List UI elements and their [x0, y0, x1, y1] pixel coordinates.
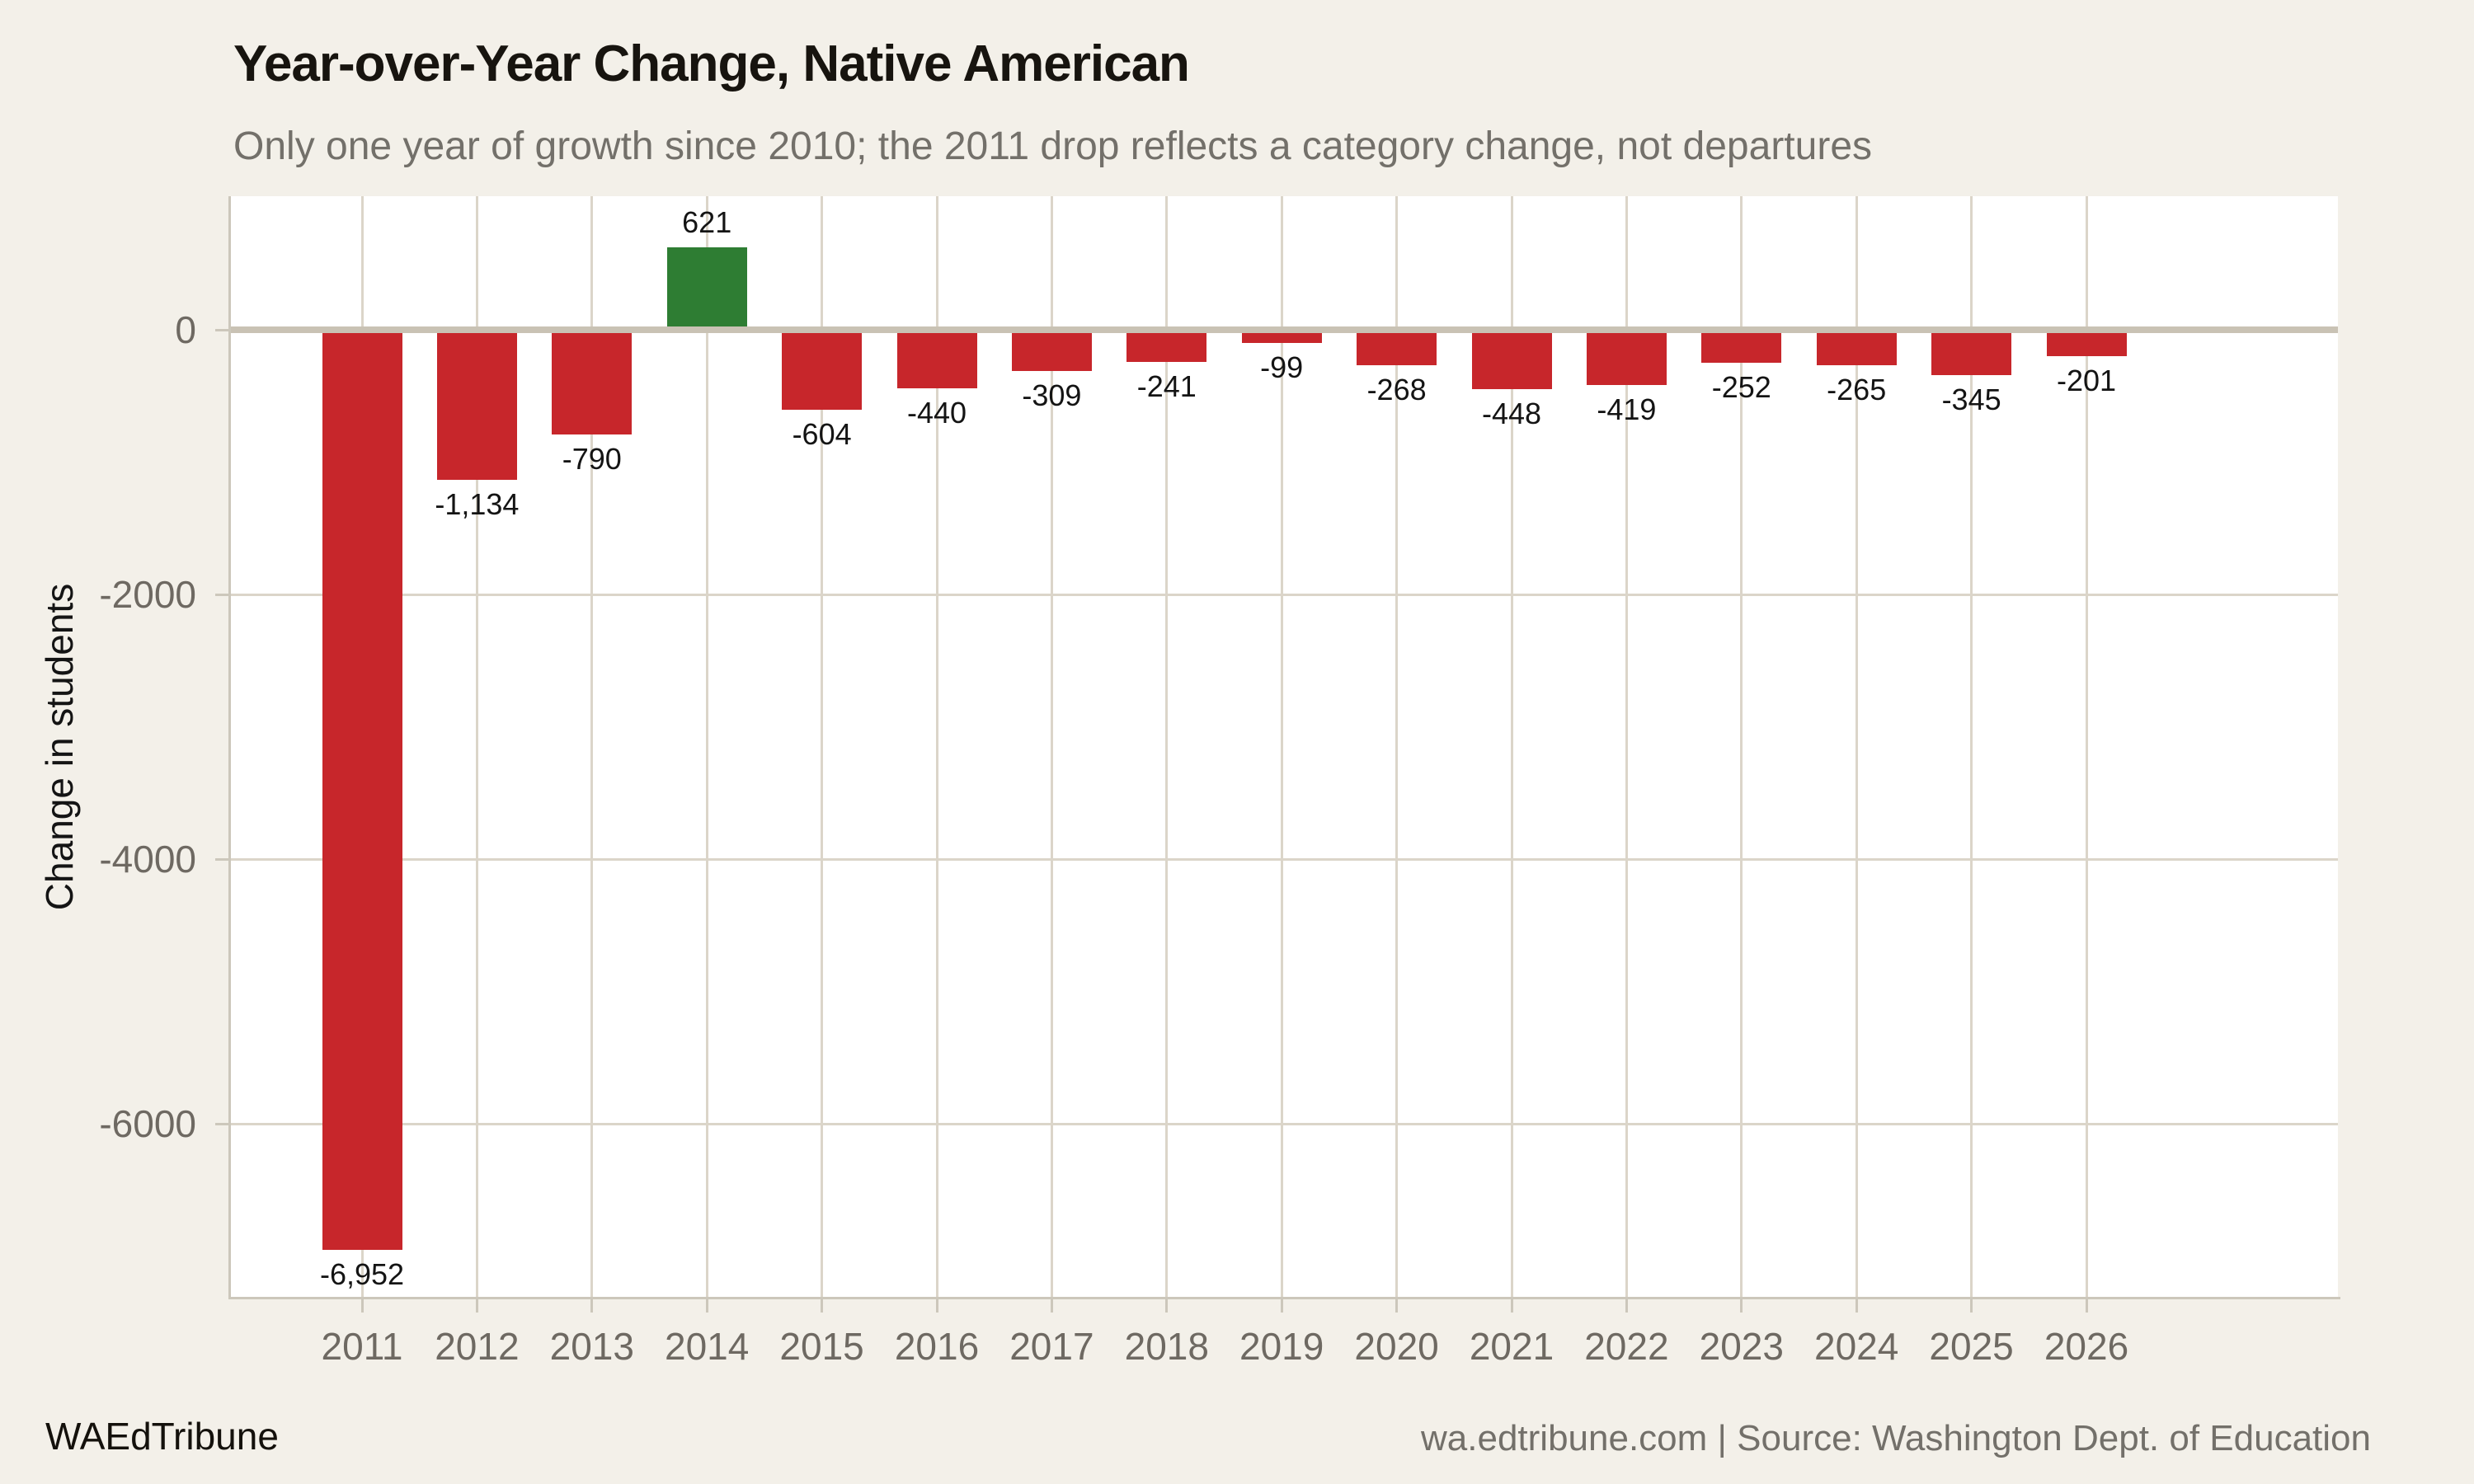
y-axis-label--4000: -4000 — [99, 838, 196, 881]
bar-value-label: -309 — [1022, 378, 1082, 412]
bar-2022 — [1586, 330, 1667, 386]
bar-value-label: -201 — [2056, 364, 2117, 398]
bar-2025 — [1931, 330, 2012, 376]
x-axis-label-2012: 2012 — [435, 1325, 520, 1368]
bar-2013 — [552, 330, 633, 434]
bar-2024 — [1816, 330, 1897, 365]
vertical-gridline — [1165, 196, 1169, 1298]
vertical-gridline — [1625, 196, 1628, 1298]
y-axis-line — [228, 196, 231, 1298]
bar-value-label: -252 — [1711, 370, 1771, 405]
x-axis-tick — [1625, 1298, 1628, 1313]
x-axis-label-2026: 2026 — [2044, 1325, 2129, 1368]
bar-value-label: -790 — [562, 441, 622, 476]
x-axis-label-2020: 2020 — [1354, 1325, 1439, 1368]
bar-2011 — [322, 330, 402, 1250]
vertical-gridline — [1970, 196, 1973, 1298]
bar-value-label: 621 — [682, 205, 732, 240]
x-axis-label-2013: 2013 — [549, 1325, 634, 1368]
x-axis-label-2019: 2019 — [1239, 1325, 1324, 1368]
y-axis-tick — [215, 328, 231, 331]
x-axis-label-2024: 2024 — [1814, 1325, 1899, 1368]
x-axis-label-2015: 2015 — [779, 1325, 864, 1368]
bar-value-label: -6,952 — [319, 1256, 405, 1291]
bar-2017 — [1011, 330, 1092, 371]
bar-value-label: -1,134 — [435, 487, 520, 521]
x-axis-label-2025: 2025 — [1929, 1325, 2014, 1368]
y-axis-tick — [215, 857, 231, 861]
vertical-gridline — [935, 196, 938, 1298]
x-axis-label-2021: 2021 — [1469, 1325, 1554, 1368]
x-axis-label-2011: 2011 — [321, 1325, 403, 1368]
bar-2026 — [2046, 330, 2127, 357]
x-axis-label-2023: 2023 — [1699, 1325, 1784, 1368]
vertical-gridline — [1395, 196, 1399, 1298]
vertical-gridline — [705, 196, 708, 1298]
vertical-gridline — [821, 196, 824, 1298]
bar-value-label: -604 — [792, 416, 852, 451]
bar-value-label: -440 — [906, 395, 967, 430]
x-axis-tick — [821, 1298, 824, 1313]
footer-brand: WAEdTribune — [45, 1415, 279, 1458]
x-axis-tick — [1050, 1298, 1053, 1313]
x-axis-tick — [1510, 1298, 1513, 1313]
vertical-gridline — [1740, 196, 1743, 1298]
x-axis-label-2017: 2017 — [1009, 1325, 1094, 1368]
x-axis-line — [228, 1297, 2340, 1299]
x-axis-tick — [2085, 1298, 2088, 1313]
footer-attribution: wa.edtribune.com | Source: Washington De… — [1421, 1418, 2371, 1458]
plot-area: -6,952 -1,134 -790 621 -604 -440 -309 -241 -99 -2… — [231, 196, 2338, 1298]
x-axis-tick — [360, 1298, 364, 1313]
bar-2020 — [1357, 330, 1437, 365]
bar-2021 — [1471, 330, 1552, 389]
x-axis-tick — [1740, 1298, 1743, 1313]
bar-value-label: -268 — [1366, 373, 1427, 406]
y-axis-label--6000: -6000 — [99, 1102, 196, 1145]
x-axis-label-2016: 2016 — [894, 1325, 980, 1368]
vertical-gridline — [475, 196, 478, 1298]
x-axis-tick — [1395, 1298, 1399, 1313]
y-axis-tick — [215, 1122, 231, 1125]
vertical-gridline — [1510, 196, 1513, 1298]
x-axis-tick — [475, 1298, 478, 1313]
x-axis-label-2018: 2018 — [1124, 1325, 1209, 1368]
bar-value-label: -241 — [1136, 369, 1197, 403]
vertical-gridline — [1050, 196, 1053, 1298]
x-axis-tick — [1280, 1298, 1283, 1313]
chart-subtitle: Only one year of growth since 2010; the … — [233, 124, 1873, 168]
bar-2023 — [1701, 330, 1782, 364]
bar-2012 — [436, 330, 517, 480]
vertical-gridline — [1280, 196, 1283, 1298]
x-axis-tick — [935, 1298, 938, 1313]
x-axis-tick — [1165, 1298, 1169, 1313]
vertical-gridline — [590, 196, 594, 1298]
x-axis-label-2022: 2022 — [1584, 1325, 1669, 1368]
horizontal-gridline — [231, 593, 2338, 596]
bar-value-label: -419 — [1597, 392, 1657, 427]
bar-2016 — [896, 330, 977, 388]
x-axis-tick — [590, 1298, 594, 1313]
y-axis-label--2000: -2000 — [99, 573, 196, 616]
bar-value-label: -448 — [1481, 396, 1542, 430]
bar-2018 — [1126, 330, 1207, 362]
x-axis-tick — [1970, 1298, 1973, 1313]
horizontal-gridline — [231, 857, 2338, 861]
horizontal-gridline — [231, 1122, 2338, 1125]
x-axis-tick — [1855, 1298, 1858, 1313]
bar-2014 — [666, 247, 747, 330]
vertical-gridline — [2085, 196, 2088, 1298]
x-axis-tick — [705, 1298, 708, 1313]
bar-value-label: -345 — [1941, 383, 2001, 417]
bar-value-label: -99 — [1260, 350, 1304, 384]
bar-value-label: -265 — [1827, 372, 1887, 406]
bar-2015 — [782, 330, 863, 410]
y-axis-tick — [215, 593, 231, 596]
chart-title: Year-over-Year Change, Native American — [233, 35, 1190, 92]
x-axis-label-2014: 2014 — [665, 1325, 750, 1368]
vertical-gridline — [1855, 196, 1858, 1298]
y-axis-label-0: 0 — [175, 308, 196, 351]
zero-baseline — [231, 326, 2338, 333]
